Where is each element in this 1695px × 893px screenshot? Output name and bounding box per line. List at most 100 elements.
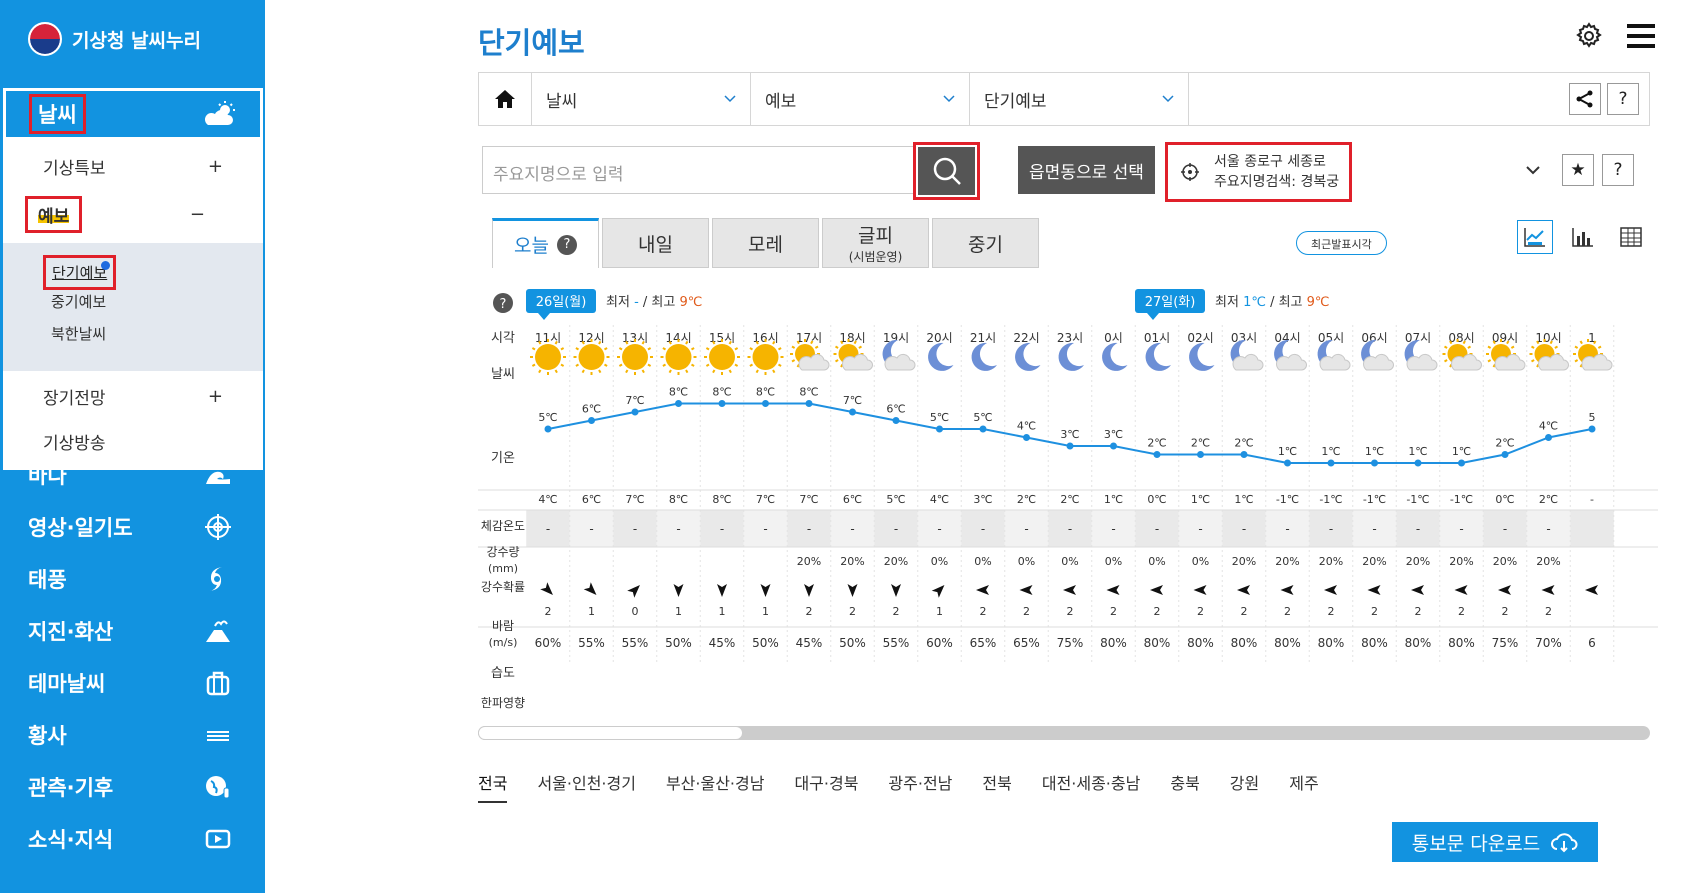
nav-weather[interactable]: 날씨: [3, 88, 263, 140]
region-tab[interactable]: 강원: [1229, 774, 1260, 793]
gear-icon[interactable]: [1575, 22, 1603, 50]
nav-typhoon[interactable]: 태풍: [28, 564, 233, 594]
view-table-button[interactable]: [1613, 220, 1649, 254]
view-bar-button[interactable]: [1565, 220, 1601, 254]
weather-icon-moon-cloud: [1274, 339, 1307, 371]
temp-point: [1501, 451, 1509, 458]
day2-minmax-part: 9℃: [1307, 295, 1330, 310]
sidebar-item-longterm[interactable]: 장기전망 +: [3, 376, 263, 416]
tab-tomorrow[interactable]: 내일: [602, 218, 709, 268]
submenu-short-term[interactable]: 단기예보: [43, 255, 117, 290]
precip-value: -: [1285, 522, 1289, 536]
nav-earthquake[interactable]: 지진·화산: [28, 616, 233, 646]
nav-climate[interactable]: 관측·기후: [28, 772, 233, 802]
feels-value: 1℃: [1191, 493, 1210, 506]
download-button[interactable]: 통보문 다운로드: [1392, 822, 1598, 862]
tab-third-day[interactable]: 글피 (시범운영): [822, 218, 929, 268]
favorite-button[interactable]: ★: [1562, 154, 1594, 186]
sidebar-item-special[interactable]: 기상특보 +: [3, 146, 263, 186]
temp-point: [718, 400, 726, 407]
region-tab[interactable]: 부산·울산·경남: [665, 774, 765, 793]
prob-value: 0%: [931, 555, 948, 568]
emd-select-button[interactable]: 읍면동으로 선택: [1018, 146, 1155, 194]
submenu-north-korea[interactable]: 북한날씨: [51, 325, 107, 343]
day2-minmax-part: /: [1266, 295, 1279, 310]
temp-point: [1153, 451, 1161, 458]
temp-point: [1327, 459, 1335, 467]
temp-label: 7℃: [843, 394, 862, 407]
sun-ray: [705, 363, 710, 367]
logo[interactable]: 기상청 날씨누리: [28, 22, 201, 56]
tab-label: 글피: [858, 225, 893, 247]
location-help-button[interactable]: ?: [1602, 154, 1634, 186]
precip-cell-bg: [1570, 510, 1614, 547]
search-input[interactable]: 주요지명으로 입력: [482, 146, 914, 194]
prob-value: 20%: [1319, 555, 1343, 568]
wind-arrow-shape: [891, 584, 901, 597]
precip-cell-bg: [1396, 510, 1440, 547]
hamburger-menu-icon[interactable]: [1627, 23, 1655, 49]
time-label: 23시: [1057, 331, 1083, 345]
region-tab[interactable]: 대전·세종·충남: [1041, 774, 1141, 793]
sun-ray: [685, 369, 689, 374]
tab-day-after[interactable]: 모레: [712, 218, 819, 268]
temp-label: 1℃: [1452, 445, 1471, 458]
time-label: 17시: [796, 331, 822, 345]
nav-theme[interactable]: 테마날씨: [28, 668, 233, 698]
sun-ray: [1554, 345, 1558, 349]
time-label: 18시: [839, 331, 865, 345]
precip-value: -: [633, 522, 637, 536]
wind-arrow-icon: [627, 585, 640, 598]
home-button[interactable]: [479, 73, 532, 125]
tab-midterm[interactable]: 중기: [932, 218, 1039, 268]
current-location[interactable]: 서울 종로구 세종로 주요지명검색: 경복궁: [1165, 142, 1352, 202]
chevron-down-icon[interactable]: [1526, 165, 1540, 175]
precip-value: -: [894, 522, 898, 536]
cloud-shape: [1319, 353, 1351, 371]
breadcrumb-select-3[interactable]: 단기예보: [970, 73, 1189, 125]
nav-dust[interactable]: 황사: [28, 720, 233, 750]
recent-release-button[interactable]: 최근발표시각: [1296, 231, 1387, 255]
wind-arrow-shape: [1237, 585, 1250, 595]
help-button[interactable]: ?: [1607, 83, 1639, 115]
precip-cell-bg: [1222, 510, 1266, 547]
sidebar-item-broadcast[interactable]: 기상방송: [3, 421, 263, 461]
sun-ray: [1444, 345, 1448, 349]
wind-arrow-icon: [1411, 585, 1424, 595]
precip-value: -: [937, 522, 941, 536]
nav-satellite[interactable]: 영상·일기도: [28, 512, 233, 542]
region-tab[interactable]: 대구·경북: [794, 774, 859, 793]
search-button[interactable]: [913, 142, 980, 200]
time-label: 04시: [1274, 331, 1300, 345]
nav-label: 영상·일기도: [28, 516, 133, 540]
wind-arrow-icon: [1498, 585, 1511, 595]
moon-shape: [1145, 342, 1171, 371]
region-tab[interactable]: 광주·전남: [888, 774, 953, 793]
nav-sea[interactable]: 바다: [28, 460, 233, 490]
horizontal-scrollbar[interactable]: [478, 726, 1650, 740]
temp-label: 1℃: [1408, 445, 1427, 458]
region-tab[interactable]: 전국: [478, 770, 508, 803]
view-line-button[interactable]: [1517, 220, 1553, 254]
breadcrumb-select-2[interactable]: 예보: [751, 73, 970, 125]
temp-label: 5℃: [930, 411, 949, 424]
breadcrumb-select-1[interactable]: 날씨: [532, 73, 751, 125]
sidebar-item-forecast[interactable]: 예보 −: [3, 190, 263, 238]
time-label: 21시: [970, 331, 996, 345]
region-tab[interactable]: 서울·인천·경기: [537, 774, 636, 793]
region-tab[interactable]: 전북: [982, 774, 1012, 793]
share-button[interactable]: [1569, 83, 1601, 115]
prob-value: 20%: [797, 555, 821, 568]
help-circle-icon[interactable]: ?: [556, 234, 577, 255]
nav-news[interactable]: 소식·지식: [28, 824, 233, 854]
wind-arrow-icon: [1237, 585, 1250, 595]
scrollbar-thumb[interactable]: [478, 726, 743, 740]
volcano-icon: [206, 620, 230, 642]
tab-today[interactable]: 오늘?: [492, 218, 599, 268]
weather-cloud-sun-icon: [204, 101, 235, 125]
wind-arrow-shape: [1280, 585, 1294, 595]
region-tab[interactable]: 제주: [1289, 774, 1319, 793]
region-tab[interactable]: 충북: [1170, 774, 1200, 793]
submenu-mid-term[interactable]: 중기예보: [51, 293, 107, 311]
help-mark: ?: [500, 297, 507, 312]
